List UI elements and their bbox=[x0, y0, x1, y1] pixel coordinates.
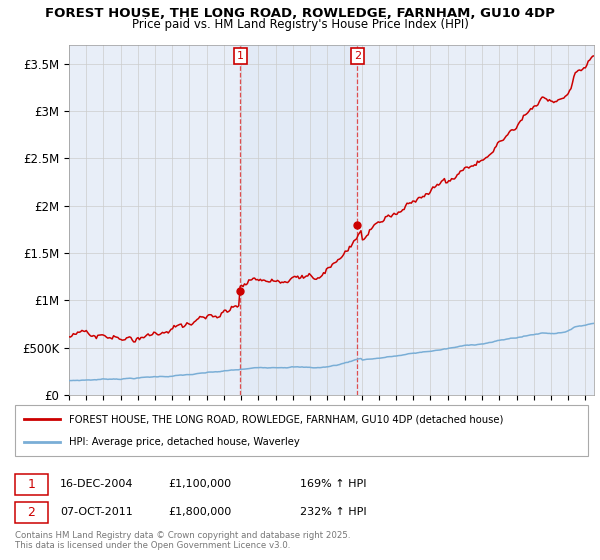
Text: £1,800,000: £1,800,000 bbox=[168, 507, 231, 517]
Text: HPI: Average price, detached house, Waverley: HPI: Average price, detached house, Wave… bbox=[69, 437, 300, 447]
Text: Contains HM Land Registry data © Crown copyright and database right 2025.
This d: Contains HM Land Registry data © Crown c… bbox=[15, 531, 350, 550]
Text: 232% ↑ HPI: 232% ↑ HPI bbox=[300, 507, 367, 517]
Text: 2: 2 bbox=[354, 51, 361, 61]
Text: FOREST HOUSE, THE LONG ROAD, ROWLEDGE, FARNHAM, GU10 4DP: FOREST HOUSE, THE LONG ROAD, ROWLEDGE, F… bbox=[45, 7, 555, 20]
Text: FOREST HOUSE, THE LONG ROAD, ROWLEDGE, FARNHAM, GU10 4DP (detached house): FOREST HOUSE, THE LONG ROAD, ROWLEDGE, F… bbox=[69, 414, 503, 424]
Text: 1: 1 bbox=[237, 51, 244, 61]
Text: 16-DEC-2004: 16-DEC-2004 bbox=[60, 479, 133, 489]
Text: 169% ↑ HPI: 169% ↑ HPI bbox=[300, 479, 367, 489]
Text: Price paid vs. HM Land Registry's House Price Index (HPI): Price paid vs. HM Land Registry's House … bbox=[131, 18, 469, 31]
Text: 1: 1 bbox=[28, 478, 35, 491]
Text: £1,100,000: £1,100,000 bbox=[168, 479, 231, 489]
Bar bbox=[241, 45, 358, 395]
Text: 2: 2 bbox=[28, 506, 35, 519]
Text: 07-OCT-2011: 07-OCT-2011 bbox=[60, 507, 133, 517]
